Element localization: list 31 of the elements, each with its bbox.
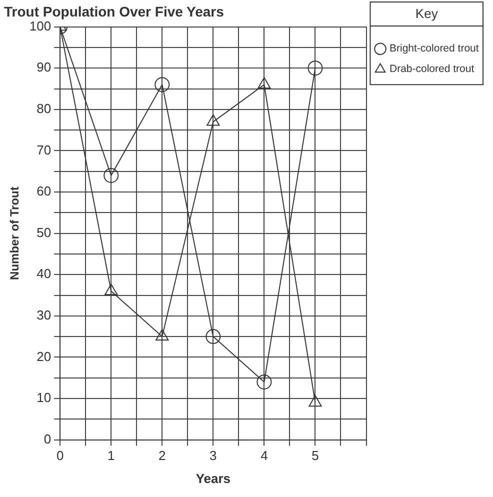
point [154,77,170,92]
y-tick-label: 30 [36,307,52,322]
point [104,284,118,296]
legend-label: Drab-colored trout [390,63,474,76]
y-tick-label: 50 [36,224,52,240]
point [206,329,221,344]
y-tick-label: 40 [36,266,52,282]
x-tick-label: 0 [56,448,64,464]
x-tick-label: 4 [260,448,268,464]
chart-title: Trout Population Over Five Years [4,3,224,20]
legend-label: Bright-colored trout [390,42,479,55]
legend-title: Key [415,6,438,22]
point [308,395,322,407]
point [256,374,272,390]
y-tick-label: 10 [36,390,52,406]
point [308,60,323,76]
y-tick-label: 60 [36,184,52,199]
point [156,329,169,341]
y-tick-label: 20 [36,348,52,364]
x-tick-label: 2 [158,448,166,464]
y-tick-label: 100 [29,18,52,34]
y-tick-label: 80 [36,100,52,116]
point [104,168,119,183]
x-axis-title: Years [196,470,231,486]
y-tick-label: 90 [36,60,52,75]
x-tick-label: 1 [108,448,115,464]
x-tick-label: 5 [312,448,319,464]
x-tick-label: 3 [210,448,217,464]
y-tick-label: 70 [36,142,52,158]
y-axis-title: Number of Trout [8,186,22,280]
y-tick-label: 0 [44,431,52,446]
